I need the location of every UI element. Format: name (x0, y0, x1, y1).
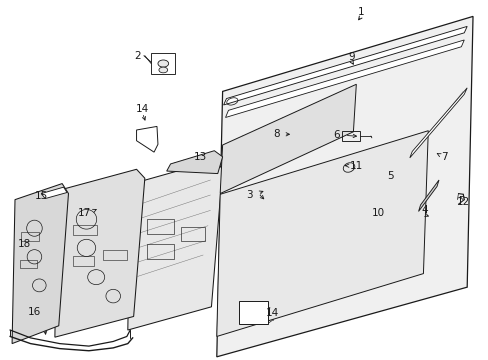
Text: 15: 15 (35, 191, 48, 201)
Text: 6: 6 (333, 130, 340, 140)
Polygon shape (216, 17, 472, 357)
Text: 3: 3 (245, 190, 252, 200)
Ellipse shape (158, 60, 168, 67)
Text: 14: 14 (265, 308, 279, 318)
Polygon shape (225, 40, 463, 117)
Text: 7: 7 (441, 152, 447, 162)
Text: 8: 8 (272, 129, 279, 139)
Ellipse shape (159, 67, 167, 73)
Polygon shape (127, 160, 222, 330)
Polygon shape (220, 84, 356, 194)
Polygon shape (136, 126, 158, 152)
Polygon shape (55, 169, 144, 337)
Polygon shape (238, 301, 267, 324)
Bar (21, 232, 39, 241)
Polygon shape (12, 184, 68, 343)
Text: 9: 9 (347, 52, 354, 62)
Text: 2: 2 (134, 51, 141, 61)
Bar (147, 244, 174, 258)
Polygon shape (41, 187, 67, 199)
Polygon shape (216, 131, 427, 337)
Text: 12: 12 (456, 197, 469, 207)
Text: 16: 16 (28, 307, 41, 317)
Text: 4: 4 (420, 205, 427, 215)
Bar (341, 131, 360, 141)
Bar (73, 256, 94, 266)
Text: 5: 5 (386, 171, 393, 181)
Text: 17: 17 (77, 208, 90, 218)
Polygon shape (166, 151, 222, 174)
Text: 11: 11 (349, 161, 362, 171)
Polygon shape (223, 26, 466, 105)
Text: 1: 1 (357, 7, 364, 17)
Bar (181, 227, 204, 241)
Bar (147, 219, 174, 234)
Bar (73, 225, 97, 235)
Text: 14: 14 (136, 104, 149, 113)
Text: 13: 13 (194, 152, 207, 162)
Text: 10: 10 (371, 208, 384, 218)
Bar (20, 260, 37, 267)
Text: 18: 18 (18, 239, 31, 249)
Bar (151, 53, 175, 73)
Bar (103, 250, 126, 260)
Polygon shape (409, 88, 466, 158)
Polygon shape (418, 180, 438, 211)
